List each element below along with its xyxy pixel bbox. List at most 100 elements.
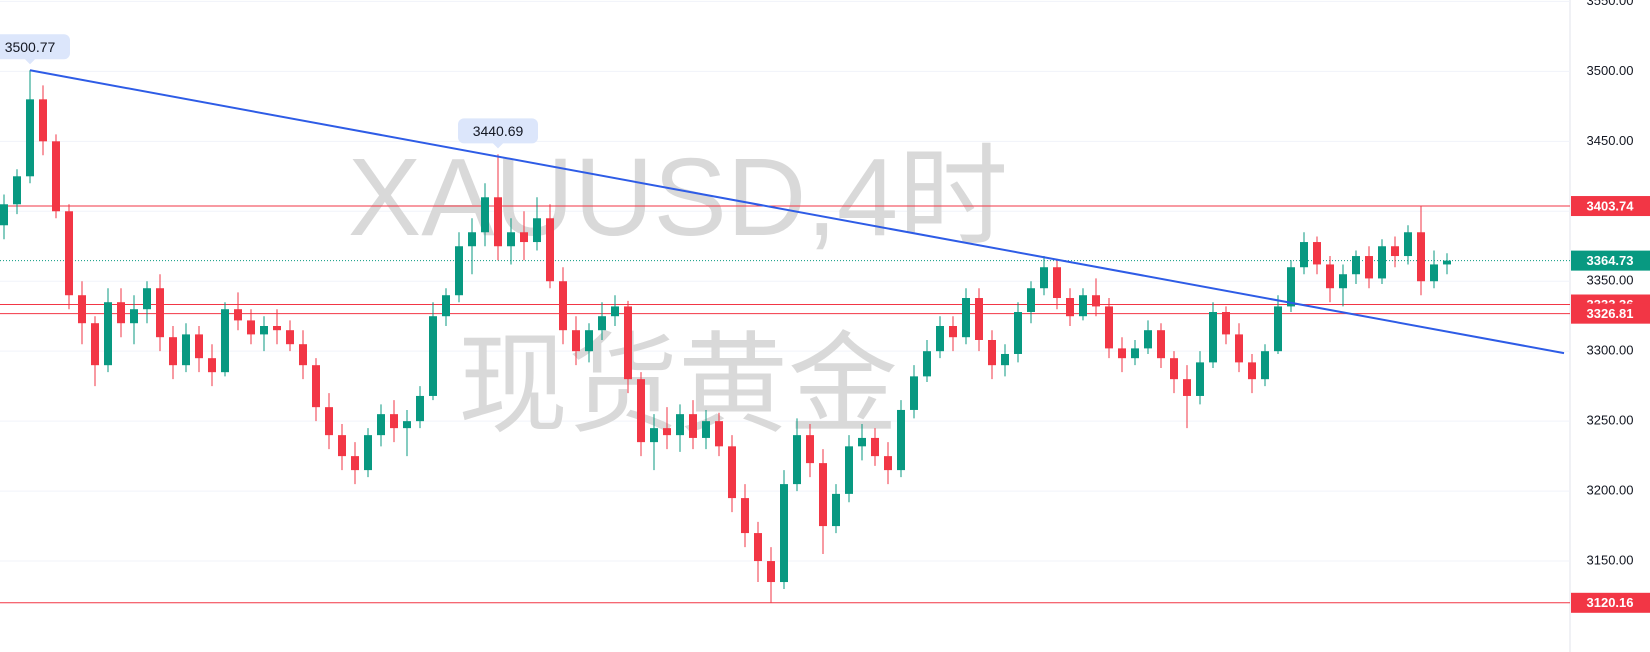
- candle-body: [624, 306, 632, 380]
- price-badge: [1571, 250, 1650, 271]
- candle-body: [559, 281, 567, 331]
- candle-body: [364, 435, 372, 471]
- candle-body: [1027, 288, 1035, 313]
- callout-label: 3500.77: [5, 39, 56, 55]
- candle-body: [767, 561, 775, 583]
- candle-body: [1313, 242, 1321, 265]
- candle-body: [91, 323, 99, 366]
- candle-body: [1118, 348, 1126, 359]
- candle-body: [637, 379, 645, 443]
- candle-body: [611, 306, 619, 317]
- candle-body: [338, 435, 346, 457]
- candle-body: [923, 351, 931, 377]
- candle-body: [845, 446, 853, 494]
- candle-body: [1339, 274, 1347, 289]
- trendline: [29, 69, 1565, 355]
- candle-body: [741, 498, 749, 534]
- candle-body: [1287, 267, 1295, 307]
- y-tick-label: 3200.00: [1587, 483, 1634, 498]
- candle-body: [689, 414, 697, 438]
- candle-body: [0, 204, 8, 226]
- candle-body: [208, 358, 216, 373]
- candle-body: [533, 218, 541, 243]
- candle-body: [936, 326, 944, 352]
- candle-body: [910, 376, 918, 410]
- candle-body: [13, 176, 21, 205]
- candle-body: [1092, 295, 1100, 307]
- candle-body: [1430, 264, 1438, 282]
- price-badge-label: 3120.16: [1587, 595, 1634, 610]
- y-tick-label: 3300.00: [1587, 343, 1634, 358]
- candle-body: [312, 365, 320, 408]
- y-tick-label: 3550.00: [1587, 0, 1634, 8]
- candle-body: [598, 316, 606, 331]
- candle-body: [1300, 242, 1308, 268]
- candle-body: [1144, 330, 1152, 349]
- candle-body: [325, 407, 333, 436]
- candle-body: [52, 141, 60, 212]
- candle-body: [819, 463, 827, 527]
- candle-body: [1352, 256, 1360, 275]
- candle-body: [1079, 295, 1087, 317]
- candle-body: [442, 295, 450, 317]
- candle-body: [1196, 362, 1204, 396]
- callout-box: [0, 34, 70, 65]
- candle-body: [663, 428, 671, 436]
- candle-body: [1040, 267, 1048, 289]
- y-tick-label: 3250.00: [1587, 413, 1634, 428]
- y-tick-label: 3500.00: [1587, 63, 1634, 78]
- candle-body: [494, 197, 502, 247]
- price-badge: [1571, 592, 1650, 613]
- price-badge: [1571, 196, 1650, 217]
- candle-body: [1157, 330, 1165, 359]
- candle-body: [1105, 306, 1113, 349]
- candle-body: [949, 326, 957, 338]
- candle-body: [286, 330, 294, 345]
- candle-body: [416, 395, 424, 422]
- candle-body: [351, 456, 359, 471]
- candle-body: [1131, 348, 1139, 359]
- candle-body: [1443, 260, 1451, 265]
- candle-body: [234, 309, 242, 321]
- candle-body: [858, 437, 866, 447]
- candle-body: [117, 302, 125, 324]
- y-tick-label: 3450.00: [1587, 133, 1634, 148]
- candle-body: [299, 344, 307, 366]
- candle-body: [793, 435, 801, 485]
- candle-body: [65, 211, 73, 296]
- candle-body: [520, 232, 528, 243]
- candle-body: [182, 334, 190, 366]
- candle-body: [1183, 379, 1191, 396]
- candle-body: [702, 421, 710, 438]
- candle-body: [754, 533, 762, 562]
- candle-body: [1170, 358, 1178, 380]
- candle-body: [481, 197, 489, 233]
- candle-body: [1053, 267, 1061, 299]
- candle-body: [1222, 312, 1230, 335]
- candle-body: [1066, 298, 1074, 317]
- candle-body: [130, 309, 138, 324]
- candle-body: [884, 456, 892, 471]
- candle-body: [1326, 264, 1334, 289]
- candle-body: [572, 330, 580, 352]
- candle-body: [143, 288, 151, 310]
- price-badge: [1571, 303, 1650, 324]
- candle-body: [247, 320, 255, 335]
- candle-body: [39, 99, 47, 142]
- candle-body: [728, 446, 736, 499]
- candle-body: [585, 330, 593, 352]
- price-badge-label: 3326.81: [1587, 306, 1634, 321]
- candle-body: [1235, 334, 1243, 363]
- candle-body: [104, 302, 112, 366]
- candle-body: [546, 218, 554, 282]
- candle-body: [871, 437, 879, 457]
- candle-body: [1261, 351, 1269, 380]
- candle-body: [390, 414, 398, 429]
- candle-body: [1391, 246, 1399, 257]
- candle-body: [1404, 232, 1412, 257]
- candle-body: [1209, 312, 1217, 363]
- candle-body: [1014, 312, 1022, 354]
- candle-body: [780, 484, 788, 583]
- candle-body: [403, 421, 411, 429]
